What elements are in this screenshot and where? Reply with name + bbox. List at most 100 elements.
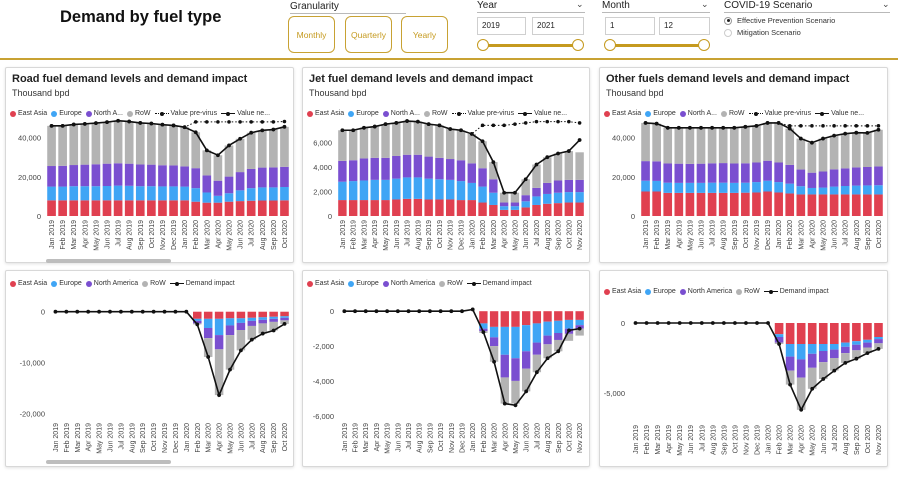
chart-legend: East Asia Europe North America RoW Demand im… [307,280,536,287]
horizontal-scrollbar[interactable] [46,460,171,464]
series-line [51,119,285,157]
series-point [865,124,870,128]
month-to-input[interactable]: 12 [659,17,710,35]
bar-segment [863,185,872,195]
month-slider-start-handle[interactable] [604,39,616,51]
bar-segment [269,316,278,319]
bar-segment [113,120,123,164]
series-point [545,356,550,361]
bar-segment [47,200,56,216]
bar-segment [392,178,401,200]
bar-segment [214,335,224,350]
series-point [417,309,422,314]
x-tick-label: Aug 2020 [545,220,552,250]
x-tick-label: Jan 2020 [766,425,773,454]
bar-segment [500,354,509,378]
bar-segment [158,124,167,166]
bar-segment [214,311,224,319]
year-slider-end-handle[interactable] [572,39,584,51]
bar-segment [69,200,79,216]
series-point [821,377,826,381]
horizontal-scrollbar[interactable] [46,259,171,263]
month-slider-track[interactable] [610,44,704,47]
legend-item: Value pre-virus [451,110,514,117]
bar-segment [841,353,850,363]
legend-item: Europe [645,288,676,295]
bar-segment [521,207,530,216]
bar-segment [69,186,79,201]
x-tick-label: May 2020 [512,220,519,251]
bar-segment [829,194,839,216]
bar-segment [435,157,444,180]
chevron-down-icon[interactable]: ⌄ [882,0,890,9]
chevron-down-icon[interactable]: ⌄ [576,0,584,9]
year-slider-start-handle[interactable] [477,39,489,51]
series-point [193,130,198,135]
series-point [744,321,748,325]
series-point [766,321,770,325]
legend-item: Demand impact [763,288,829,295]
series-point [151,309,156,314]
bar-segment [532,204,541,216]
bar-segment [180,166,189,187]
bar-segment [258,311,267,318]
series-point [821,124,825,128]
x-tick-label: Jun 2020 [821,425,828,454]
bar-segment [435,199,444,216]
x-tick-label: Nov 2020 [876,425,883,455]
bar-segment [235,138,245,173]
legend-label: North America [93,280,139,287]
bar-segment [47,125,56,167]
bar-segment [456,200,466,216]
granularity-monthly-button[interactable]: Monthly [288,16,335,53]
series-point [406,309,411,314]
series-point [491,123,496,128]
bar-segment [246,168,256,189]
bar-segment [841,342,850,347]
bar-segment [575,152,584,180]
bar-segment [841,323,850,343]
series-point [204,148,209,153]
x-tick-label: Aug 2019 [417,423,424,453]
bar-segment [554,332,563,340]
legend-label: Europe [59,280,82,287]
x-tick-label: Mar 2019 [71,220,78,250]
scenario-option-mitigation[interactable]: Mitigation Scenario [724,28,801,37]
bar-segment [818,362,828,379]
granularity-quarterly-button[interactable]: Quarterly [345,16,392,53]
bar-segment [102,122,112,164]
series-point [82,121,87,126]
year-slider-track[interactable] [483,44,578,47]
x-tick-label: Mar 2019 [363,423,370,453]
bar-segment [641,180,650,192]
chevron-down-icon[interactable]: ⌄ [701,0,709,9]
month-slider-end-handle[interactable] [698,39,710,51]
legend-dot-icon [382,280,389,287]
bar-segment [58,125,67,166]
series-point [363,309,368,314]
bar-segment [191,201,201,216]
bar-segment [58,200,67,216]
bar-segment [564,202,574,216]
radio-unselected-icon[interactable] [724,28,732,37]
month-from-input[interactable]: 1 [605,17,655,35]
jet-impact-card: East Asia Europe North America RoW Demand im… [302,270,590,467]
radio-selected-icon[interactable] [724,16,732,25]
bar-segment [774,192,783,216]
bar-segment [246,200,256,216]
series-point [755,321,759,325]
series-point [733,321,737,325]
bar-segment [830,344,839,350]
series-point [249,337,254,342]
legend-item: Value ne... [221,110,270,117]
scenario-option-effective[interactable]: Effective Prevention Scenario [724,16,835,25]
bar-segment [807,187,817,195]
year-from-input[interactable]: 2019 [477,17,526,35]
granularity-yearly-button[interactable]: Yearly [401,16,448,53]
x-tick-label: Feb 2020 [193,220,200,250]
y-tick-label: 40,000 [18,134,41,143]
series-point [228,367,232,372]
year-to-input[interactable]: 2021 [532,17,584,35]
legend-item: Value pre-virus [748,110,811,117]
bar-segment [500,326,509,355]
